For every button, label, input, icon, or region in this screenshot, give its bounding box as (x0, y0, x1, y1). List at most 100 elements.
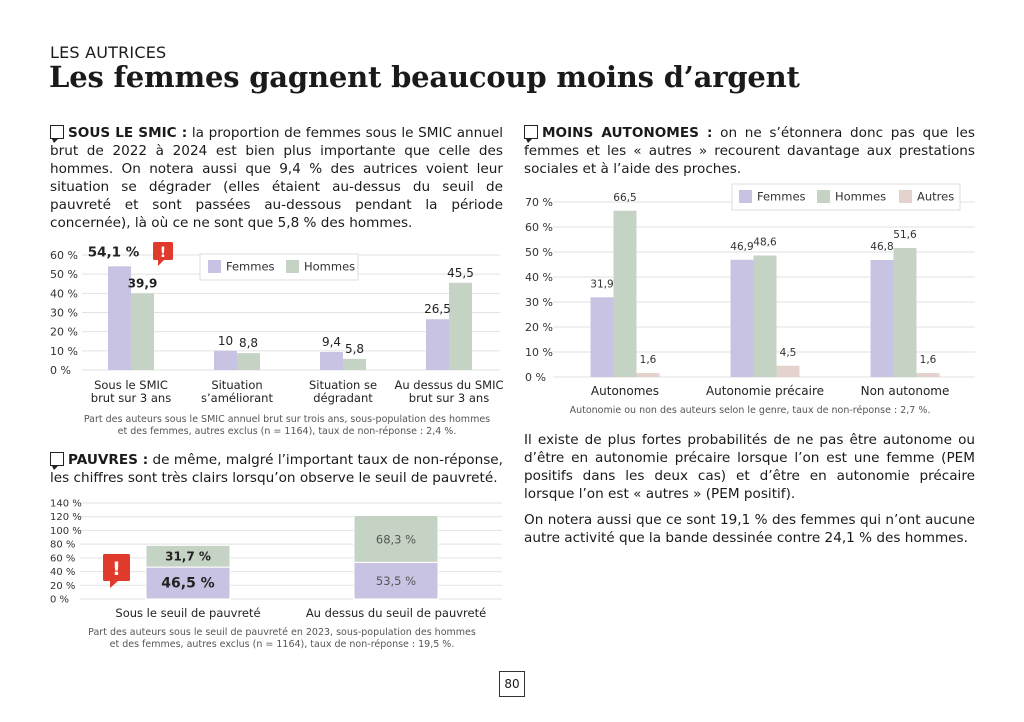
speech-bubble-icon (50, 452, 64, 470)
bar-hommes (343, 358, 366, 370)
smic-text: la proportion de femmes sous le SMIC ann… (50, 125, 504, 231)
y-tick-label: 50 % (50, 268, 78, 281)
autonomie-legend-label-femmes: Femmes (757, 190, 806, 204)
bar-hommes (753, 255, 777, 377)
x-tick-label: Sous le seuil de pauvreté (115, 606, 260, 620)
x-tick-label: Au dessus du SMIC (395, 378, 504, 392)
y-tick-label: 20 % (50, 326, 78, 339)
y-tick-label: 20 % (525, 321, 553, 334)
data-label: 1,6 (920, 354, 937, 366)
smic-caption: Part des auteurs sous le SMIC annuel bru… (67, 414, 507, 438)
pauvrete-caption: Part des auteurs sous le seuil de pauvre… (67, 627, 497, 651)
speech-bubble-icon (50, 125, 64, 143)
autonomie-body-paragraph-1: Il existe de plus fortes probabilités de… (524, 432, 975, 502)
exclamation-icon: ! (103, 554, 130, 588)
autonomie-legend-label-hommes: Hommes (835, 190, 886, 204)
autonomie-legend-swatch-hommes (817, 190, 830, 203)
data-label: 8,8 (239, 336, 258, 350)
data-label: 51,6 (893, 229, 917, 241)
x-tick-label: Au dessus du seuil de pauvreté (306, 606, 486, 620)
smic-legend-box (199, 253, 359, 281)
smic-chart: 0 % 10 % 20 % 30 % 40 % 50 % 60 % 54,1 % 10 9,4 2… (50, 242, 504, 405)
pauvres-heading: PAUVRES : (68, 452, 149, 468)
autonomie-body-paragraph-2: On notera aussi que ce sont 19,1 % des f… (524, 512, 975, 546)
bar-autres (776, 365, 800, 377)
x-tick-label: Autonomie précaire (706, 384, 824, 398)
svg-text:!: ! (112, 558, 121, 580)
bar-femmes (353, 561, 439, 600)
autonomie-legend-label-autres: Autres (917, 190, 954, 204)
smic-legend-label-hommes: Hommes (304, 260, 355, 274)
x-tick-label: dégradant (313, 391, 373, 405)
autonomes-text: on ne s’étonnera donc pas que les femmes… (524, 125, 975, 177)
pauvrete-caption-line2: et des femmes, autres exclus (n = 1164),… (109, 639, 455, 650)
y-tick-label: 0 % (525, 371, 546, 384)
exclamation-icon: ! (153, 242, 173, 266)
x-tick-label: Situation (211, 378, 262, 392)
autonomes-heading: MOINS AUTONOMES : (542, 125, 713, 141)
bar-hommes (145, 544, 231, 568)
y-tick-label: 100 % (50, 526, 82, 537)
smic-caption-line1: Part des auteurs sous le SMIC annuel bru… (83, 414, 491, 425)
autonomie-legend-swatch-femmes (739, 190, 752, 203)
speech-bubble-icon (524, 125, 538, 143)
autonomie-legend-swatch-autres (899, 190, 912, 203)
data-label: 53,5 % (376, 574, 416, 588)
smic-legend-label-femmes: Femmes (226, 260, 275, 274)
bar-femmes (426, 319, 449, 370)
smic-heading: SOUS LE SMIC : (68, 125, 188, 141)
y-tick-label: 10 % (50, 345, 78, 358)
autonomie-chart: 0 % 10 % 20 % 30 % 40 % 50 % 60 % 70 % 31,9 46,9… (525, 183, 975, 398)
y-tick-label: 40 % (525, 271, 553, 284)
pauvrete-chart: 0 % 20 % 40 % 60 % 80 % 100 % 120 % 140 % 46,5 … (50, 499, 502, 620)
y-tick-label: 60 % (525, 221, 553, 234)
data-label: 9,4 (322, 335, 341, 349)
bar-hommes (131, 293, 154, 370)
x-tick-label: Autonomes (591, 384, 659, 398)
y-tick-label: 40 % (50, 287, 78, 300)
y-tick-label: 30 % (525, 296, 553, 309)
data-label: 66,5 (613, 192, 636, 204)
smic-legend-swatch-femmes (208, 260, 221, 273)
x-tick-label: Sous le SMIC (94, 378, 168, 392)
y-tick-label: 60 % (50, 553, 75, 564)
data-label: 39,9 (128, 277, 158, 291)
autonomie-legend-box (731, 183, 961, 211)
y-tick-label: 0 % (50, 595, 69, 606)
data-label: 5,8 (345, 342, 364, 356)
bar-femmes (214, 350, 237, 370)
data-label: 4,5 (780, 347, 797, 359)
svg-text:!: ! (160, 245, 166, 261)
data-label: 10 (218, 334, 233, 348)
y-tick-label: 120 % (50, 512, 82, 523)
y-tick-label: 50 % (525, 246, 553, 259)
data-label: 1,6 (640, 354, 657, 366)
bar-femmes (730, 259, 754, 377)
autonomie-caption: Autonomie ou non des auteurs selon le ge… (569, 405, 931, 416)
bar-hommes (449, 282, 472, 370)
y-tick-label: 70 % (525, 196, 553, 209)
y-tick-label: 60 % (50, 249, 78, 262)
bar-autres (636, 373, 660, 377)
data-label: 31,7 % (165, 550, 211, 564)
y-tick-label: 0 % (50, 364, 71, 377)
y-tick-label: 140 % (50, 499, 82, 510)
y-tick-label: 30 % (50, 307, 78, 320)
y-tick-label: 80 % (50, 540, 75, 551)
y-tick-label: 40 % (50, 567, 75, 578)
page-number: 80 (499, 671, 525, 697)
data-label: 46,9 (730, 241, 753, 253)
bar-hommes (237, 353, 260, 370)
bar-femmes (145, 566, 231, 600)
data-label: 48,6 (753, 237, 777, 249)
x-tick-label: s’améliorant (201, 391, 273, 405)
data-label: 31,9 (590, 278, 613, 290)
bar-autres (916, 373, 940, 377)
section-kicker: LES AUTRICES (50, 43, 167, 62)
pauvrete-caption-line1: Part des auteurs sous le seuil de pauvre… (88, 627, 476, 638)
autonomes-paragraph: MOINS AUTONOMES : on ne s’étonnera donc … (524, 124, 975, 178)
data-label: 45,5 (447, 266, 474, 280)
pauvres-paragraph: PAUVRES : de même, malgré l’important ta… (50, 451, 503, 487)
bar-hommes (613, 210, 637, 377)
bar-femmes (590, 297, 614, 377)
